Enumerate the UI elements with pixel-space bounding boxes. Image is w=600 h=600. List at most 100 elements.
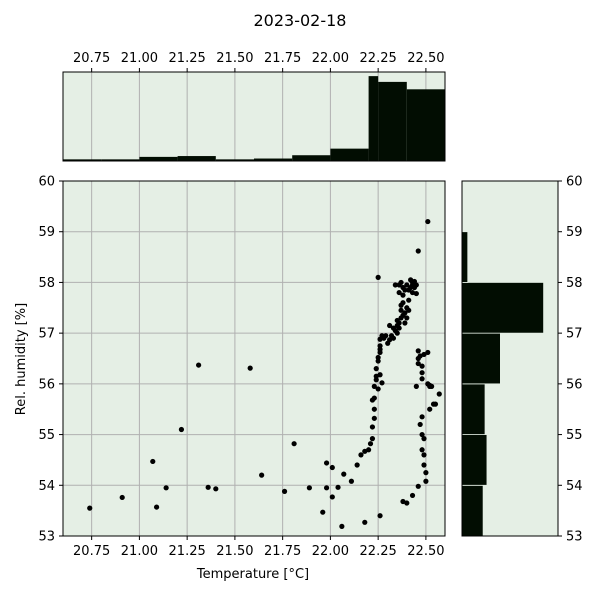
scatter-point	[259, 472, 265, 478]
scatter-point	[404, 315, 410, 321]
y-tick-label: 55	[38, 428, 55, 443]
scatter-point	[341, 471, 347, 477]
scatter-point	[398, 307, 404, 313]
scatter-point	[369, 436, 376, 442]
top-histogram-bar	[330, 148, 369, 161]
top-x-tick-label: 22.50	[407, 51, 444, 66]
x-tick-label: 22.50	[407, 544, 444, 559]
scatter-point	[402, 320, 408, 326]
scatter-point	[419, 376, 425, 382]
top-histogram-bar	[368, 76, 379, 161]
scatter-point	[366, 447, 372, 453]
scatter-point	[371, 415, 377, 421]
scatter-point	[406, 297, 412, 303]
scatter-point	[421, 351, 427, 358]
scatter-point	[323, 485, 330, 491]
right-y-tick-label: 56	[566, 377, 583, 392]
scatter-point	[423, 470, 429, 476]
right-histogram-bar	[461, 434, 488, 486]
scatter-point	[362, 519, 368, 525]
top-histogram: 20.75 21.00 21.25 21.50 21.75 22.00 22.25 22.50	[62, 51, 446, 162]
scatter-point	[178, 426, 185, 433]
scatter-point	[213, 486, 219, 492]
scatter-point	[417, 421, 423, 428]
scatter-point	[409, 282, 416, 288]
x-tick-label: 21.50	[216, 544, 253, 559]
scatter-point	[419, 414, 425, 420]
y-tick-label: 58	[38, 276, 55, 291]
scatter-point	[379, 380, 385, 386]
scatter-point	[390, 325, 397, 331]
scatter-point	[371, 406, 377, 412]
scatter-point	[163, 485, 169, 491]
scatter-point	[375, 386, 381, 392]
scatter-point	[390, 335, 397, 341]
scatter-point	[153, 504, 160, 510]
scatter-point	[396, 320, 402, 326]
scatter-point	[306, 485, 312, 491]
right-y-tick-label: 55	[566, 428, 583, 443]
x-tick-label: 22.25	[360, 544, 397, 559]
right-y-tick-label: 54	[566, 479, 583, 494]
top-x-tick-label: 21.75	[264, 51, 301, 66]
scatter-point	[396, 325, 402, 331]
scatter-point	[402, 310, 408, 316]
y-axis-label: Rel. humidity [%]	[14, 303, 29, 415]
scatter-point	[119, 494, 125, 501]
top-x-tick-label: 22.25	[360, 51, 397, 66]
scatter-point	[423, 478, 429, 484]
scatter-point	[400, 292, 406, 298]
scatter-point	[400, 300, 406, 306]
scatter-frame	[62, 180, 446, 537]
scatter-point	[425, 218, 431, 225]
scatter-point	[348, 478, 355, 484]
scatter-point	[375, 354, 381, 361]
scatter-point	[419, 363, 425, 369]
right-y-tick-label: 59	[566, 225, 583, 240]
scatter-point	[421, 436, 427, 442]
scatter-point	[415, 248, 421, 254]
scatter-point	[373, 366, 379, 372]
scatter-point	[413, 290, 419, 297]
top-histogram-bar	[139, 156, 178, 161]
right-histogram: 53 54 55 56 57 58 59 60	[461, 175, 583, 545]
scatter-point	[329, 494, 335, 500]
top-x-tick-label: 20.75	[73, 51, 110, 66]
top-histogram-bar	[101, 159, 140, 161]
scatter-point	[371, 383, 377, 389]
scatter-point	[419, 370, 425, 376]
top-x-tick-label: 22.00	[312, 51, 349, 66]
right-histogram-frame	[461, 180, 559, 537]
scatter-point	[415, 348, 421, 354]
scatter-point	[404, 305, 410, 311]
right-y-tick-label: 53	[566, 530, 583, 545]
right-y-tick-label: 60	[566, 175, 583, 190]
right-y-tick-label: 57	[566, 327, 583, 342]
scatter-point	[419, 431, 425, 438]
scatter-point	[396, 289, 402, 296]
x-tick-label: 21.00	[121, 544, 158, 559]
scatter-point	[196, 362, 202, 368]
x-tick-label: 20.75	[73, 544, 110, 559]
y-tick-label: 53	[38, 530, 55, 545]
chart-title: 2023-02-18	[254, 11, 347, 30]
scatter-point	[409, 492, 416, 499]
y-tick-label: 59	[38, 225, 55, 240]
scatter-point	[419, 447, 425, 453]
y-tick-label: 56	[38, 377, 55, 392]
scatter-point	[425, 349, 431, 356]
top-histogram-frame	[62, 71, 446, 162]
scatter-point	[415, 483, 421, 489]
right-histogram-bar	[461, 231, 469, 283]
x-tick-label: 21.75	[264, 544, 301, 559]
top-histogram-bar	[254, 158, 293, 161]
top-histogram-bar	[292, 155, 331, 161]
scatter-point	[383, 333, 389, 339]
scatter-point	[400, 498, 406, 505]
scatter-point	[375, 274, 381, 280]
scatter-background	[63, 181, 445, 536]
top-histogram-bar	[215, 159, 254, 161]
y-tick-label: 54	[38, 479, 55, 494]
scatter-point	[320, 509, 326, 515]
